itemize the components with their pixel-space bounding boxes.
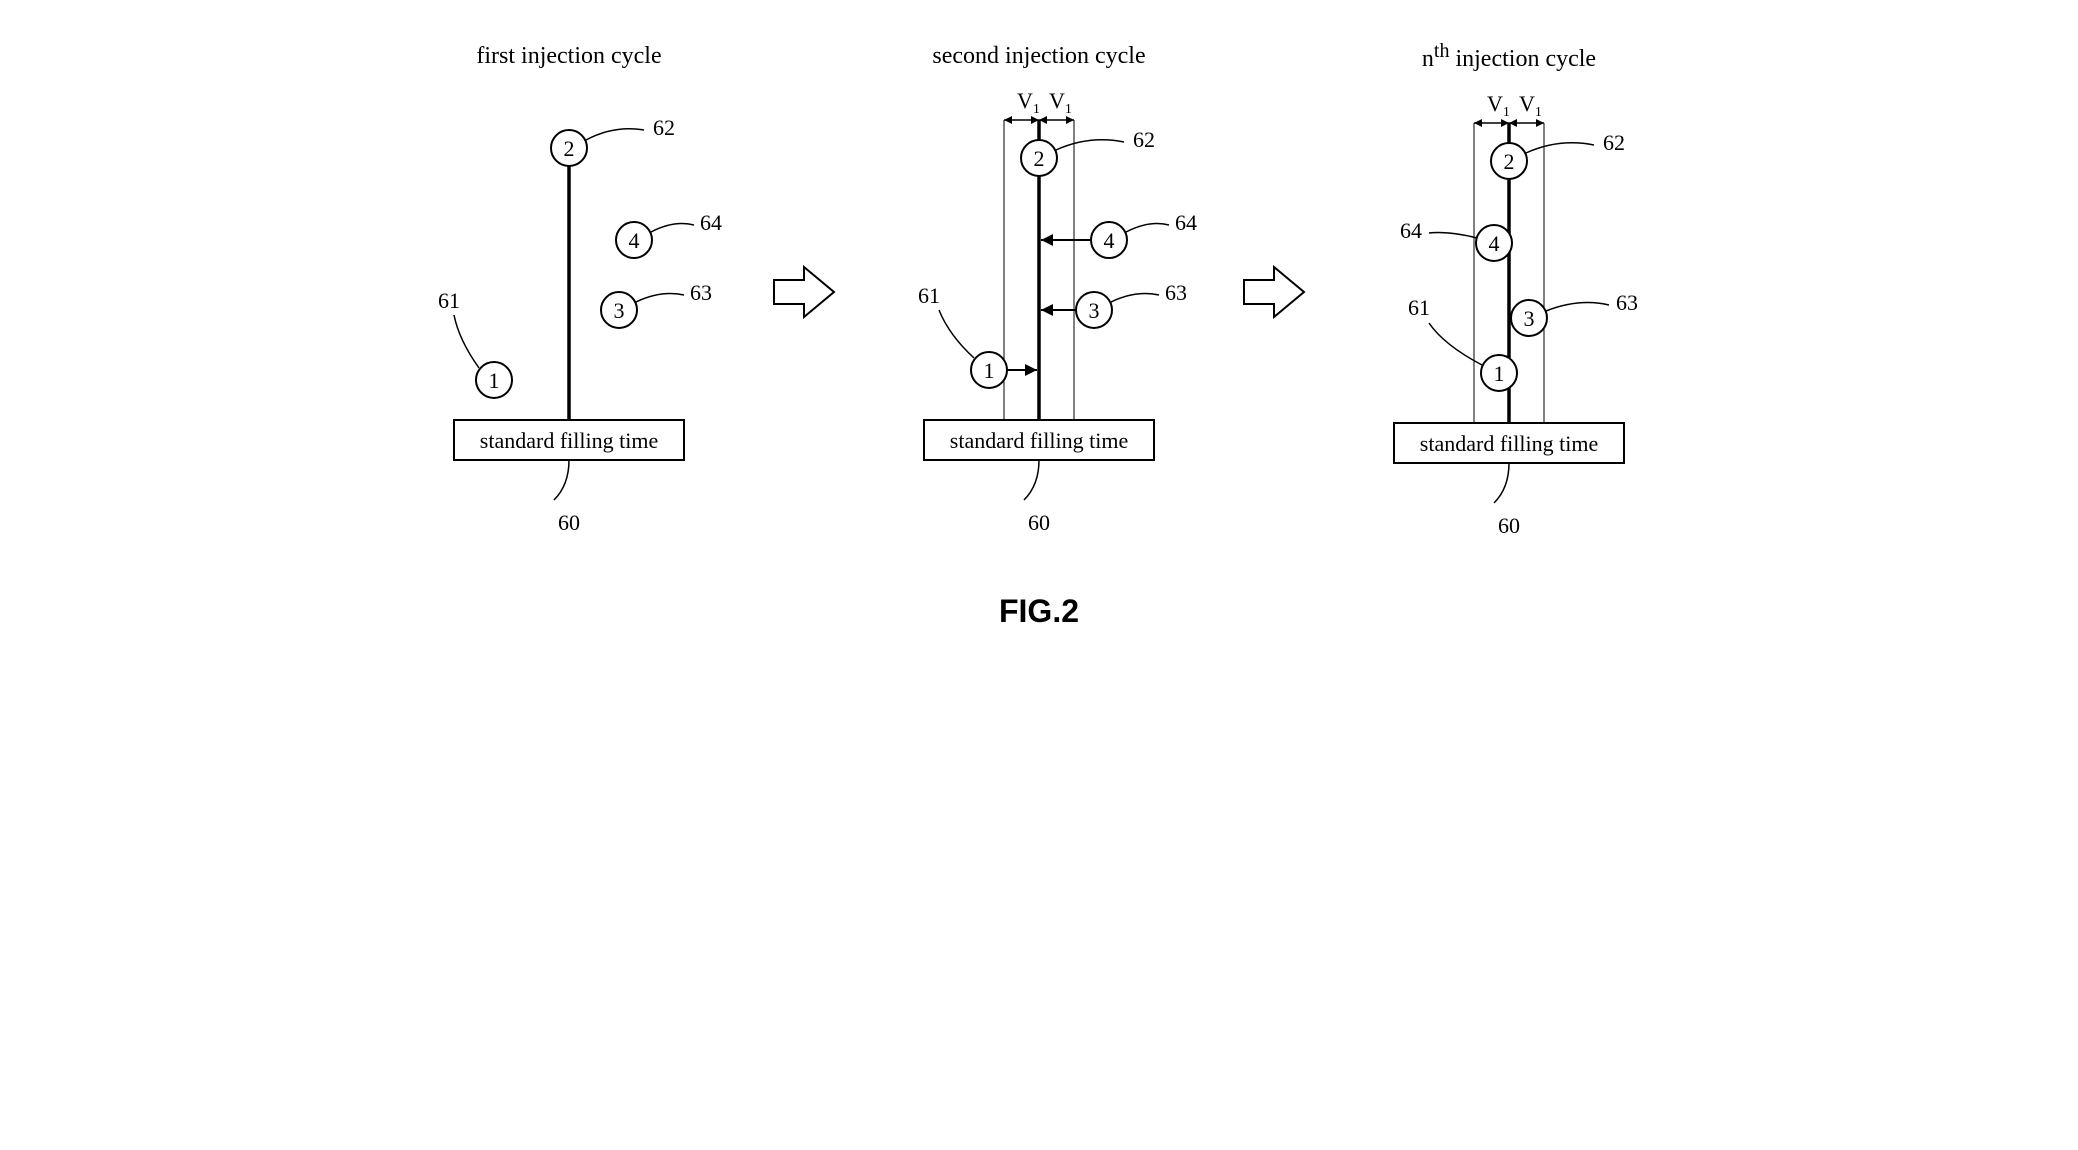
panel-nth-svg: V1 V1 standard filling time 60 2 62 4 64	[1339, 83, 1679, 543]
ref-64: 64	[700, 210, 722, 235]
std-box-label: standard filling time	[480, 428, 658, 453]
arrow-1	[769, 262, 839, 322]
lead-63	[1111, 294, 1159, 302]
lead-64	[651, 224, 694, 232]
ref-62: 62	[1603, 130, 1625, 155]
node-1-num: 1	[984, 358, 995, 383]
panel-title-second: second injection cycle	[932, 43, 1145, 70]
node-4-num: 4	[1104, 228, 1115, 253]
ref-64: 64	[1400, 218, 1422, 243]
lead-63	[636, 294, 684, 302]
ref-60: 60	[1028, 510, 1050, 535]
ref-61: 61	[438, 288, 460, 313]
panel-first: first injection cycle standard filling t…	[399, 43, 739, 540]
node-4-num: 4	[629, 228, 640, 253]
ref-60: 60	[558, 510, 580, 535]
ref-62: 62	[1133, 127, 1155, 152]
lead-62	[1526, 143, 1594, 153]
node-2-num: 2	[1034, 146, 1045, 171]
ref-61: 61	[1408, 295, 1430, 320]
node-3-num: 3	[1524, 306, 1535, 331]
lead-61	[454, 315, 479, 368]
node-3-num: 3	[1089, 298, 1100, 323]
lead-61	[939, 310, 974, 358]
node-3-num: 3	[614, 298, 625, 323]
ref-62: 62	[653, 115, 675, 140]
figure-row: first injection cycle standard filling t…	[40, 40, 2038, 543]
node-1-num: 1	[1494, 361, 1505, 386]
v-right: V1	[1049, 88, 1072, 117]
ref-61: 61	[918, 283, 940, 308]
panel-second: second injection cycle V1 V1 s	[869, 43, 1209, 540]
lead-64	[1429, 233, 1477, 238]
node-2-num: 2	[1504, 149, 1515, 174]
v-left: V1	[1017, 88, 1040, 117]
figure-label: FIG.2	[40, 593, 2038, 630]
lead-62	[1056, 140, 1124, 150]
arrow-2	[1239, 262, 1309, 322]
lead-60	[1494, 463, 1509, 503]
lead-60	[554, 460, 569, 500]
v-left: V1	[1487, 91, 1510, 120]
tolerance-dim: V1 V1	[1474, 91, 1544, 127]
std-box-label: standard filling time	[1420, 431, 1598, 456]
lead-62	[586, 129, 644, 140]
ref-63: 63	[690, 280, 712, 305]
panel-first-svg: standard filling time 60 2 62 4 64 3 63 …	[399, 80, 739, 540]
lead-60	[1024, 460, 1039, 500]
node-2-num: 2	[564, 136, 575, 161]
panel-nth: nth injection cycle V1 V1 standard filli…	[1339, 40, 1679, 543]
panel-title-first: first injection cycle	[476, 43, 661, 70]
panel-title-nth: nth injection cycle	[1422, 40, 1596, 73]
lead-63	[1546, 303, 1609, 311]
ref-64: 64	[1175, 210, 1197, 235]
panel-second-svg: V1 V1 standard filling time 60 2 62 4	[869, 80, 1209, 540]
node-1-num: 1	[489, 368, 500, 393]
v-right: V1	[1519, 91, 1542, 120]
node-4-num: 4	[1489, 231, 1500, 256]
tolerance-dim: V1 V1	[1004, 88, 1074, 124]
ref-63: 63	[1616, 290, 1638, 315]
lead-64	[1126, 224, 1169, 232]
std-box-label: standard filling time	[950, 428, 1128, 453]
ref-60: 60	[1498, 513, 1520, 538]
ref-63: 63	[1165, 280, 1187, 305]
